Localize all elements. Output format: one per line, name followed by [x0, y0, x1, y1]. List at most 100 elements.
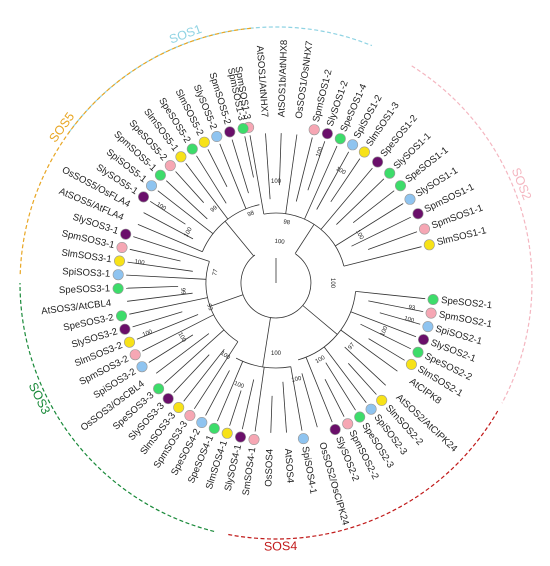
leaf-branch [219, 143, 247, 209]
clade-label-sos4: SOS4 [264, 539, 298, 554]
leaf-label: SpiSOS3-1 [62, 266, 111, 279]
leaf-marker-green [427, 293, 439, 305]
leaf-branch [149, 200, 186, 225]
leaf-marker-pink [425, 307, 437, 319]
leaf-branch [368, 338, 405, 361]
bootstrap-values: 100 100 100 97 100 100 100 100 100 99 77 100 99 98 100… [134, 146, 416, 390]
leaf-branch [126, 286, 179, 289]
leaf-branch [325, 362, 356, 411]
bootstrap-value: 97 [347, 342, 356, 351]
leaf-branch [241, 379, 255, 430]
leaf-branch [254, 367, 265, 432]
leaf-label: SpeSOS2-1 [441, 295, 493, 311]
clade-stem [224, 221, 255, 257]
leaf-branch [137, 224, 203, 253]
leaf-branch [127, 292, 193, 302]
leaf-branch [183, 348, 225, 402]
bootstrap-value: 100 [142, 329, 154, 339]
leaf-marker-blue [347, 139, 359, 151]
leaf-label: SpiSOS4-1 [299, 446, 318, 495]
leaf-branch [279, 133, 282, 186]
leaf-marker-blue [297, 433, 309, 445]
leaf-label: SlmSOS1-1 [436, 225, 488, 248]
leaf-branch [340, 329, 398, 372]
leaf-label: OsSOS4 [263, 448, 275, 487]
leaf-branch [127, 261, 193, 272]
leaf-label: SmSOS4-1 [241, 447, 259, 497]
leaf-marker-purple [224, 126, 236, 138]
inner-ring [240, 253, 312, 319]
leaf-branch [316, 151, 350, 210]
leaf-marker-pink [129, 349, 141, 361]
leaf-marker-pink [308, 124, 320, 136]
leaf-marker-blue [146, 180, 158, 192]
leaf-branch [142, 314, 214, 352]
leaf-branch [164, 329, 225, 384]
leaf-marker-purple [138, 191, 150, 203]
leaf-label: AtSOS1/AtNHX7 [254, 45, 270, 118]
leaf-marker-blue [404, 193, 416, 205]
leaf-branch [336, 178, 385, 225]
bootstrap-value: 100 [315, 146, 324, 158]
leaf-marker-purple [120, 228, 132, 240]
leaf-branch [379, 312, 421, 325]
leaf-marker-yellow [114, 255, 126, 267]
leaf-marker-purple [119, 323, 131, 335]
bootstrap-value: 100 [183, 226, 194, 238]
leaf-branch [133, 236, 210, 262]
leaf-marker-purple [235, 431, 247, 443]
leaf-branch [290, 366, 303, 431]
leaf-marker-yellow [124, 336, 136, 348]
leaf-marker-green [208, 422, 220, 434]
bootstrap-value: 100 [219, 351, 231, 362]
leaf-marker-pink [418, 223, 430, 235]
leaf-branch [270, 395, 273, 433]
bootstrap-value: 100 [271, 179, 282, 185]
leaf-marker-green [154, 169, 166, 181]
leaf-marker-yellow [221, 427, 233, 439]
leaf-marker-yellow [376, 394, 388, 406]
leaf-marker-green [186, 143, 198, 155]
leaf-branch [282, 381, 287, 433]
leaf-branch [320, 167, 373, 230]
clade-label-sos1: SOS1 [167, 22, 203, 47]
leaf-marker-green [384, 167, 396, 179]
leaf-branch [355, 291, 426, 300]
bootstrap-value: 100 [329, 278, 335, 289]
leaf-marker-purple [162, 393, 174, 405]
bootstrap-value: 100 [291, 376, 303, 384]
bootstrap-value: 100 [155, 202, 167, 213]
leaf-branch [324, 379, 345, 417]
leaf-branch [265, 133, 271, 200]
leaf-branch [157, 190, 214, 235]
tree-leaves: SpmSOS1-3 AtSOS1/AtNHX7 AtSOS1b/AtNHX8 OsSO… [41, 40, 493, 528]
clade-arc-sos2 [411, 65, 533, 404]
leaf-branch [307, 141, 326, 191]
leaf-marker-yellow [198, 136, 210, 148]
bootstrap-value: 99 [210, 205, 219, 214]
leaf-branch [285, 134, 298, 214]
leaf-marker-yellow [358, 146, 370, 158]
leaf-marker-purple [329, 423, 341, 435]
leaf-branch [351, 216, 411, 247]
leaf-marker-purple [417, 334, 429, 346]
leaf-marker-green [116, 310, 128, 322]
leaf-label: OsSOS1/OsNHX7 [294, 40, 316, 119]
leaf-marker-purple [412, 208, 424, 220]
bootstrap-value: 98 [283, 219, 291, 226]
leaf-branch [193, 341, 239, 410]
clade-stem [262, 317, 271, 368]
leaf-branch [330, 158, 361, 203]
leaf-branch [350, 311, 417, 338]
leaf-branch [368, 300, 424, 312]
clade-stem [209, 294, 244, 307]
leaf-branch [205, 370, 230, 416]
clade-stem [294, 224, 315, 254]
leaf-marker-green [412, 346, 424, 358]
leaf-branch [323, 346, 367, 404]
bootstrap-value: 100 [176, 332, 187, 344]
leaf-branch [126, 274, 207, 280]
leaf-branch [335, 203, 404, 247]
leaf-marker-blue [365, 403, 377, 415]
bootstrap-value: 100 [233, 381, 245, 390]
